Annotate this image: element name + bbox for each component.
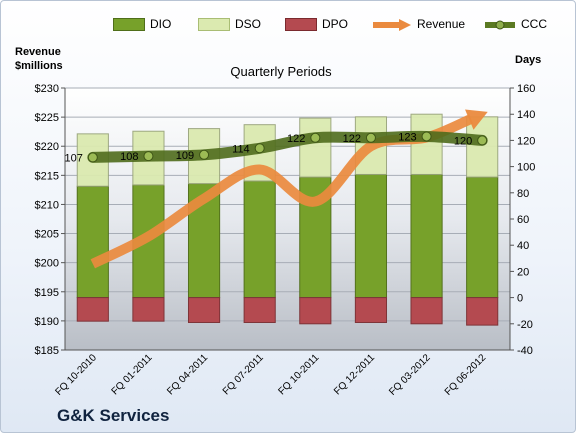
- chart-subtitle: Quarterly Periods: [230, 64, 332, 79]
- left-tick-label: $195: [35, 287, 59, 299]
- right-tick-label: -40: [517, 345, 533, 357]
- ccc-point: [310, 132, 321, 143]
- bar-dpo: [299, 297, 332, 325]
- right-tick-label: 100: [517, 162, 535, 174]
- left-tick-label: $210: [35, 199, 59, 211]
- ccc-point: [143, 151, 154, 162]
- bar-dio: [354, 173, 388, 299]
- right-tick-label: 0: [517, 293, 523, 305]
- x-tick-label: FQ 04-2011: [165, 352, 210, 397]
- bar-dso: [410, 113, 443, 175]
- ccc-data-label: 114: [232, 143, 250, 155]
- ccc-data-label: 120: [454, 135, 472, 147]
- right-tick-label: 60: [517, 214, 529, 226]
- legend-item-dio: DIO: [113, 16, 171, 32]
- right-tick-label: 160: [517, 83, 535, 95]
- ccc-point: [199, 149, 210, 160]
- bar-dpo: [132, 297, 165, 322]
- x-tick-label: FQ 06-2012: [443, 352, 489, 398]
- bar-dpo: [243, 297, 276, 323]
- left-tick-label: $225: [35, 112, 59, 124]
- ccc-data-label: 108: [120, 151, 138, 163]
- left-tick-label: $190: [35, 316, 59, 328]
- left-tick-label: $220: [35, 141, 59, 153]
- arrow-icon: [373, 18, 411, 31]
- ccc-data-label: 109: [176, 150, 194, 162]
- right-axis-title: Days: [515, 54, 542, 66]
- ccc-point: [421, 131, 432, 142]
- lines: 107 108 109 114 122 122 123 120: [64, 109, 488, 269]
- ccc-data-label: 123: [398, 131, 416, 143]
- right-tick-label: 80: [517, 188, 529, 200]
- bar-dio: [76, 185, 109, 299]
- legend-item-revenue: Revenue: [371, 16, 465, 32]
- right-tick-label: 120: [517, 135, 535, 147]
- legend-item-ccc: CCC: [483, 16, 547, 32]
- bar-dso: [299, 117, 332, 178]
- ccc-point: [87, 152, 98, 163]
- legend-item-dso: DSO: [198, 16, 261, 32]
- revenue-arrowhead: [465, 109, 488, 130]
- legend-item-dpo: DPO: [285, 16, 348, 32]
- x-tick-label: FQ 01-2011: [110, 352, 155, 397]
- bar-dpo: [354, 297, 388, 323]
- right-tick-label: 40: [517, 240, 529, 252]
- bar-dio: [410, 173, 443, 299]
- bar-dio: [243, 180, 276, 299]
- left-tick-label: $205: [35, 229, 59, 241]
- left-tick-label: $230: [35, 83, 59, 95]
- right-tick-label: 20: [517, 266, 529, 278]
- bar-dpo: [76, 297, 109, 322]
- ccc-point: [477, 135, 488, 146]
- left-axis-title: Revenue $millions: [15, 46, 63, 72]
- left-tick-label: $215: [35, 170, 59, 182]
- x-tick-label: FQ 03-2012: [387, 352, 433, 398]
- bars: [76, 113, 499, 326]
- ccc-data-label: 122: [287, 133, 305, 145]
- x-tick-label: FQ 10-2010: [53, 352, 99, 398]
- left-tick-label: $185: [35, 345, 59, 357]
- right-tick-label: 140: [517, 109, 535, 121]
- ccc-data-label: 122: [343, 133, 361, 145]
- company-name: G&K Services: [57, 406, 170, 425]
- x-tick-label: FQ 12-2011: [332, 352, 377, 397]
- ccc-data-label: 107: [64, 152, 82, 164]
- right-tick-label: -20: [517, 319, 533, 331]
- bar-dpo: [466, 297, 499, 326]
- ccc-point: [365, 132, 376, 143]
- bar-dio: [466, 176, 499, 299]
- bar-dpo: [410, 297, 443, 325]
- left-tick-label: $200: [35, 258, 59, 270]
- bar-dpo: [187, 297, 221, 323]
- line-marker-icon: [485, 20, 515, 30]
- x-tick-label: FQ 10-2011: [276, 352, 321, 397]
- x-tick-label: FQ 07-2011: [221, 352, 266, 397]
- ccc-point: [254, 143, 265, 154]
